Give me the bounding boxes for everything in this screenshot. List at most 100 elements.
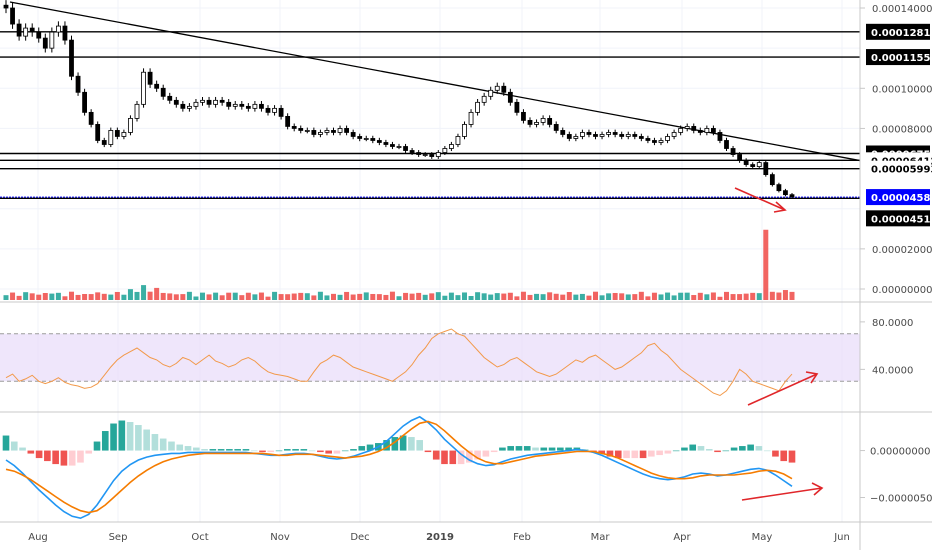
volume-bar bbox=[147, 291, 153, 300]
macd-histogram-bar bbox=[259, 450, 266, 453]
volume-bar bbox=[684, 292, 690, 300]
volume-bar bbox=[180, 294, 186, 300]
candle bbox=[422, 152, 428, 157]
volume-bar bbox=[409, 293, 415, 300]
candle bbox=[206, 96, 212, 108]
candle bbox=[311, 127, 317, 138]
candle bbox=[128, 115, 133, 136]
time-axis-label: May bbox=[752, 532, 773, 543]
macd-histogram-bar bbox=[325, 450, 332, 454]
macd-histogram-bar bbox=[780, 450, 788, 462]
price-level-tag: 0.00004518 bbox=[866, 210, 932, 227]
support-resistance-levels[interactable] bbox=[0, 31, 860, 200]
volume-bar bbox=[376, 294, 382, 300]
candle bbox=[317, 129, 323, 138]
macd-histogram-bar bbox=[614, 450, 622, 459]
candle bbox=[553, 121, 559, 134]
price-panel[interactable] bbox=[0, 0, 861, 300]
candle-body bbox=[200, 99, 205, 103]
candle bbox=[160, 84, 166, 100]
candle bbox=[743, 158, 749, 167]
candle bbox=[167, 92, 173, 104]
price-scale[interactable]: 0.00014000 0.00010000 0.00008000 0.00002000… bbox=[859, 0, 932, 550]
candle bbox=[789, 192, 795, 199]
candle-body bbox=[154, 83, 160, 89]
candle bbox=[324, 127, 330, 136]
candle bbox=[409, 148, 415, 155]
candle bbox=[278, 105, 284, 120]
candle bbox=[95, 121, 101, 144]
volume-bar bbox=[357, 293, 363, 300]
macd-histogram-bar bbox=[557, 447, 564, 451]
macd-panel[interactable] bbox=[2, 415, 824, 520]
candle bbox=[769, 172, 775, 187]
candle-body bbox=[566, 134, 572, 139]
volume-bar bbox=[363, 292, 369, 300]
candle-body bbox=[337, 128, 343, 133]
volume-bar bbox=[593, 291, 598, 300]
candle bbox=[475, 98, 481, 116]
arrow-head bbox=[811, 482, 824, 496]
rsi-panel[interactable] bbox=[0, 328, 860, 406]
candle bbox=[49, 27, 55, 53]
volume-bar bbox=[127, 289, 133, 300]
macd-histogram-bar bbox=[27, 450, 35, 454]
macd-histogram-bar bbox=[159, 438, 167, 451]
volume-bar bbox=[114, 291, 120, 300]
candle bbox=[56, 21, 61, 37]
candle bbox=[658, 137, 664, 146]
macd-histogram-bar bbox=[408, 437, 415, 451]
candle-body bbox=[494, 85, 500, 91]
candle-body bbox=[730, 148, 736, 155]
time-axis[interactable]: Aug Sep Oct Nov Dec 2019 Feb Mar Apr May Jun bbox=[28, 532, 850, 543]
macd-histogram-bar bbox=[681, 447, 688, 451]
candle-body bbox=[390, 144, 395, 147]
candle bbox=[396, 143, 402, 150]
candle bbox=[521, 109, 526, 124]
candle bbox=[448, 141, 454, 152]
candle-body bbox=[619, 134, 625, 137]
macd-histogram-bar bbox=[482, 450, 490, 457]
volume-bar bbox=[743, 293, 749, 300]
candle-body bbox=[193, 101, 199, 107]
candle-body bbox=[724, 140, 729, 149]
volume-bar bbox=[278, 294, 284, 300]
volume-bar bbox=[579, 293, 585, 300]
macd-histogram-bar bbox=[714, 450, 721, 453]
candle bbox=[331, 127, 336, 136]
candle bbox=[488, 86, 494, 100]
candle bbox=[697, 127, 703, 136]
volume-bar bbox=[272, 291, 278, 300]
candle-body bbox=[370, 138, 376, 141]
candle-body bbox=[599, 134, 605, 137]
volume-bar bbox=[403, 292, 409, 300]
macd-histogram-bar bbox=[184, 446, 192, 451]
macd-histogram-bar bbox=[755, 446, 763, 451]
arrow-shaft bbox=[741, 487, 823, 501]
macd-histogram-bar bbox=[639, 450, 647, 459]
candle bbox=[101, 137, 107, 148]
candle-body bbox=[658, 140, 664, 143]
candle-body bbox=[180, 103, 186, 109]
volume-bar bbox=[49, 293, 55, 300]
candle bbox=[638, 133, 644, 142]
candle-body bbox=[704, 128, 710, 133]
volume-bar bbox=[448, 292, 454, 300]
candle-body bbox=[409, 150, 415, 153]
candle-body bbox=[737, 154, 742, 161]
candle bbox=[625, 131, 631, 140]
volume-bar bbox=[121, 294, 127, 300]
candle bbox=[232, 101, 238, 110]
volume-bar bbox=[193, 296, 199, 300]
candle bbox=[186, 103, 192, 112]
price-scale-label: 0.00008000 bbox=[872, 124, 932, 135]
macd-histogram-bar bbox=[788, 450, 796, 463]
candle bbox=[298, 125, 304, 134]
volume-bar bbox=[383, 294, 389, 300]
candle bbox=[514, 98, 520, 116]
volume-bar bbox=[756, 293, 762, 300]
volume-bar bbox=[737, 294, 743, 300]
macd-histogram-bar bbox=[283, 449, 291, 451]
volume-bar bbox=[23, 292, 29, 300]
